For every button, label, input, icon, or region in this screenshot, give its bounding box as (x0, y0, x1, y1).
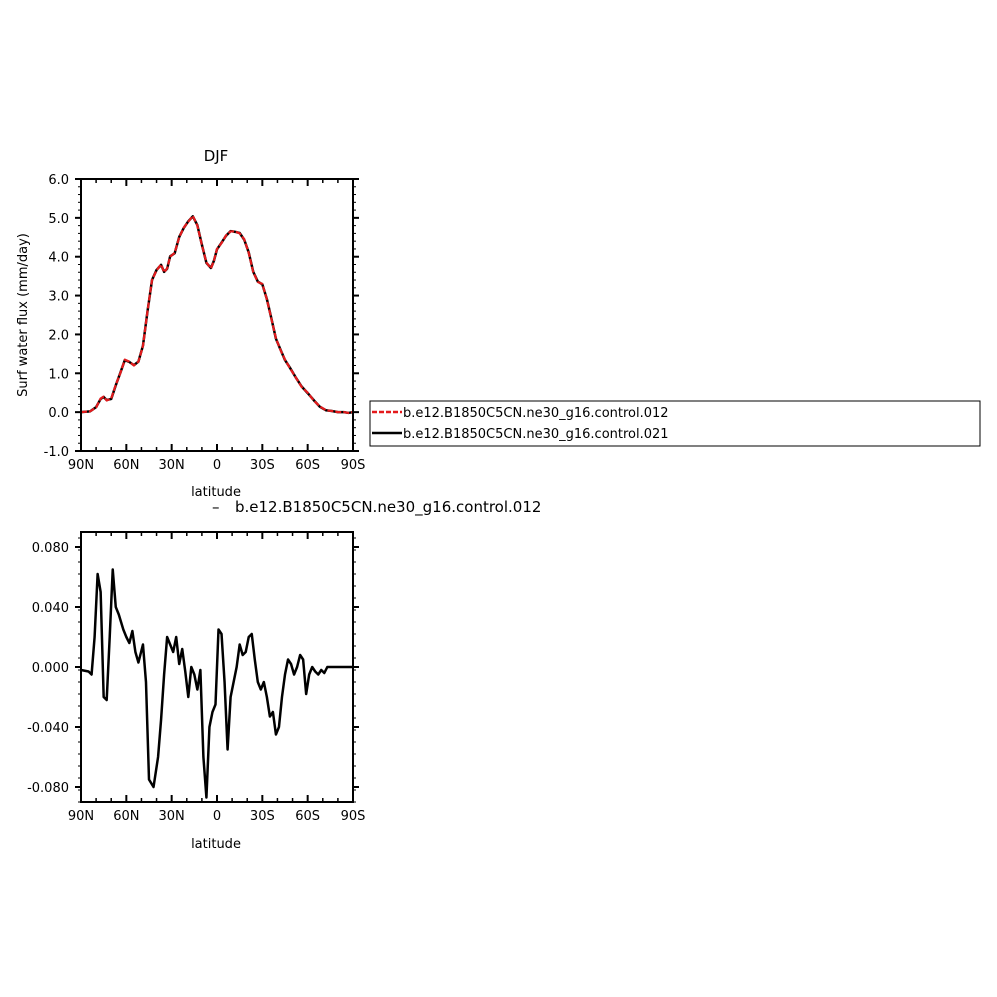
legend: b.e12.B1850C5CN.ne30_g16.control.012 b.e… (369, 400, 981, 447)
difference-dash: – (212, 498, 220, 516)
mean-xtick-label: 60S (295, 458, 320, 473)
mean-panel: DJF latitude Surf water flux (mm/day) 90… (16, 147, 365, 500)
difference-title-text: b.e12.B1850C5CN.ne30_g16.control.012 (235, 498, 541, 517)
difference-xtick-label: 60N (113, 809, 139, 824)
difference-xtick-label: 90S (341, 809, 366, 824)
legend-label-012: b.e12.B1850C5CN.ne30_g16.control.012 (403, 406, 669, 421)
mean-xtick-label: 90S (341, 458, 366, 473)
mean-panel-title: DJF (204, 147, 229, 165)
legend-label-021: b.e12.B1850C5CN.ne30_g16.control.021 (403, 427, 669, 442)
difference-panel-lines (80, 568, 353, 799)
mean-xtick-label: 60N (113, 458, 139, 473)
mean-ytick-label: 1.0 (48, 367, 69, 382)
mean-ytick-label: 5.0 (48, 212, 69, 227)
mean-ytick-label: 0.0 (48, 406, 69, 421)
mean-series-line-0 (80, 214, 354, 415)
mean-panel-ylabel: Surf water flux (mm/day) (16, 233, 31, 397)
difference-panel-xlabel: latitude (191, 837, 241, 852)
difference-xtick-label: 30S (250, 809, 275, 824)
mean-series-line-1 (80, 215, 354, 415)
difference-series-line-0 (80, 568, 353, 799)
mean-panel-lines (80, 214, 354, 415)
legend-box (369, 400, 981, 447)
difference-panel-frame (80, 531, 354, 803)
difference-xtick-label: 0 (213, 809, 221, 824)
mean-xtick-label: 30N (159, 458, 185, 473)
difference-ytick-label: -0.080 (27, 781, 69, 796)
mean-xtick-label: 30S (250, 458, 275, 473)
mean-ytick-label: 2.0 (48, 328, 69, 343)
difference-panel-ylabel: Surf water flux (mm/day) (2, 585, 17, 749)
mean-ytick-label: 6.0 (48, 173, 69, 188)
mean-xtick-label: 90N (68, 458, 94, 473)
difference-ytick-label: 0.040 (32, 601, 69, 616)
mean-ytick-label: 3.0 (48, 290, 69, 305)
difference-xtick-label: 60S (295, 809, 320, 824)
difference-xtick-label: 30N (159, 809, 185, 824)
difference-ytick-label: 0.000 (32, 661, 69, 676)
mean-ytick-label: 4.0 (48, 251, 69, 266)
difference-ytick-label: 0.080 (32, 541, 69, 556)
difference-xtick-label: 90N (68, 809, 94, 824)
mean-panel-frame (80, 178, 354, 452)
difference-panel: latitude 90N 60N 30N 0 30S 60S 90S -0.080 -0.040… (2, 531, 365, 852)
mean-panel-ticks: 90N 60N 30N 0 30S 60S 90S -1.0 0.0 1.0 2.0 3.0 4.0 5.… (44, 173, 366, 473)
mean-panel-xlabel: latitude (191, 485, 241, 500)
difference-panel-ticks: 90N 60N 30N 0 30S 60S 90S -0.080 -0.040 0.000 0.04… (27, 532, 365, 824)
mean-xtick-label: 0 (213, 458, 221, 473)
mean-ytick-label: -1.0 (44, 445, 69, 460)
difference-title: – b.e12.B1850C5CN.ne30_g16.control.012 (212, 498, 541, 517)
difference-ytick-label: -0.040 (27, 721, 69, 736)
